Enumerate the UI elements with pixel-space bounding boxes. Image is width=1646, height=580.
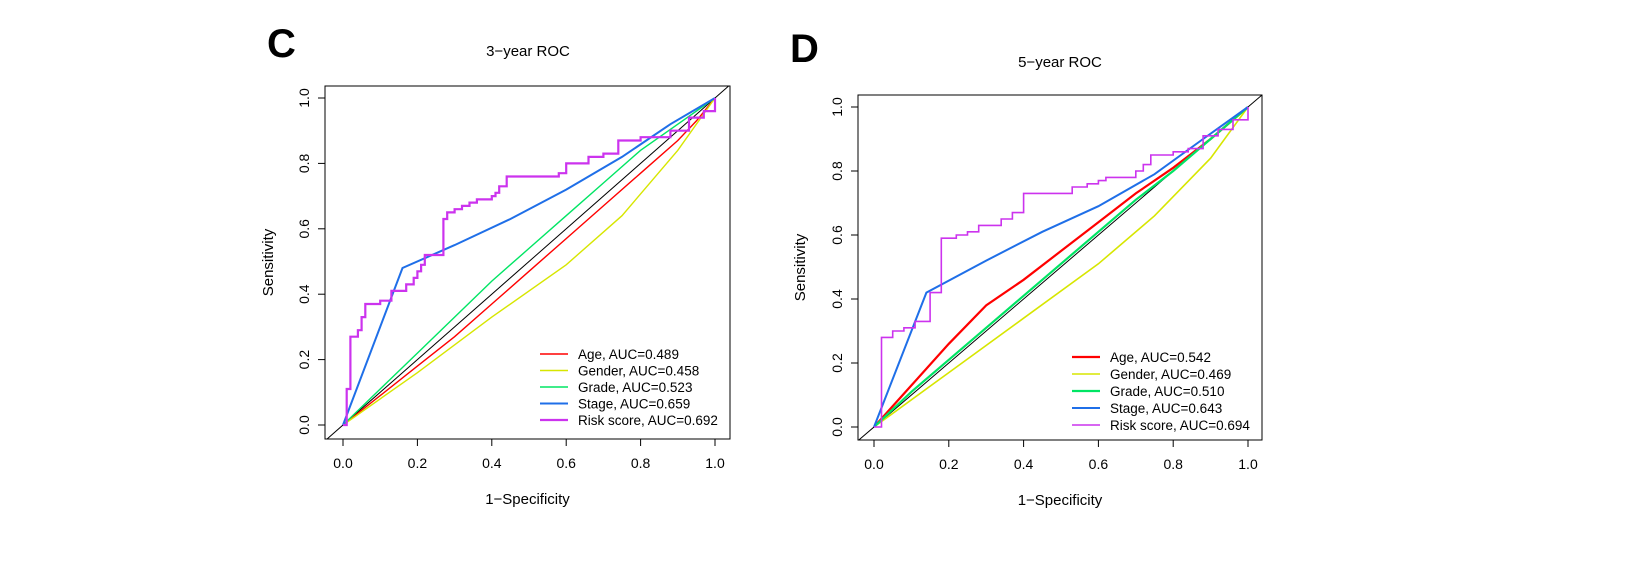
- x-tick-label: 0.4: [482, 455, 502, 471]
- x-tick-label: 1.0: [1238, 456, 1258, 472]
- y-tick-label: 1.0: [296, 88, 312, 108]
- diagonal-reference-line: [326, 86, 730, 439]
- legend-label-stage: Stage, AUC=0.659: [578, 397, 690, 412]
- legend-label-grade: Grade, AUC=0.523: [578, 380, 692, 395]
- chart-title: 5−year ROC: [1018, 54, 1102, 71]
- legend-label-gender: Gender, AUC=0.458: [578, 364, 699, 379]
- legend-label-age: Age, AUC=0.542: [1110, 350, 1211, 365]
- x-tick-label: 0.4: [1014, 456, 1034, 472]
- roc-panel-d: D 5−year ROC 0.0 0.2 0.4 0.6 0.8 1.0 0.0 0.2 0.4 0.…: [790, 27, 1263, 509]
- legend-label-stage: Stage, AUC=0.643: [1110, 401, 1222, 416]
- y-tick-label: 0.8: [829, 161, 845, 181]
- x-tick-label: 0.0: [864, 456, 884, 472]
- plot-frame: [857, 94, 1263, 441]
- legend-label-grade: Grade, AUC=0.510: [1110, 384, 1224, 399]
- x-tick-label: 0.2: [939, 456, 959, 472]
- series-line-risk-score: [874, 107, 1249, 428]
- y-tick-label: 0.8: [296, 153, 312, 173]
- y-tick-label: 0.6: [296, 219, 312, 239]
- legend-label-risk-score: Risk score, AUC=0.694: [1110, 418, 1250, 433]
- series-line-age: [873, 106, 1249, 428]
- y-tick-label: 0.2: [296, 350, 312, 370]
- series-line-risk-score: [343, 98, 717, 427]
- x-tick-label: 0.2: [408, 455, 428, 471]
- legend-label-age: Age, AUC=0.489: [578, 347, 679, 362]
- series-line-gender: [342, 97, 716, 426]
- y-tick-label: 0.0: [829, 417, 845, 437]
- y-tick-label: 0.4: [829, 289, 845, 309]
- plot-frame: [324, 85, 731, 440]
- y-tick-label: 0.2: [829, 353, 845, 373]
- y-axis-label: Sensitivity: [260, 228, 277, 296]
- series-line-gender: [873, 106, 1249, 428]
- legend-label-gender: Gender, AUC=0.469: [1110, 367, 1231, 382]
- x-tick-label: 0.8: [631, 455, 651, 471]
- x-tick-label: 0.8: [1163, 456, 1183, 472]
- x-tick-label: 0.0: [333, 455, 353, 471]
- x-tick-label: 1.0: [705, 455, 725, 471]
- chart-title: 3−year ROC: [486, 43, 570, 60]
- y-tick-label: 0.0: [296, 415, 312, 435]
- x-tick-label: 0.6: [556, 455, 576, 471]
- x-axis-label: 1−Specificity: [485, 491, 570, 508]
- series-line-stage: [342, 97, 716, 426]
- panel-letter: C: [267, 22, 296, 66]
- legend-label-risk-score: Risk score, AUC=0.692: [578, 413, 718, 428]
- y-tick-label: 0.6: [829, 225, 845, 245]
- y-axis-label: Sensitivity: [792, 233, 809, 301]
- x-axis-label: 1−Specificity: [1018, 492, 1103, 509]
- y-tick-label: 0.4: [296, 284, 312, 304]
- y-tick-label: 1.0: [829, 97, 845, 117]
- series-line-stage: [873, 106, 1249, 428]
- panel-letter: D: [790, 27, 819, 71]
- roc-panel-c: C 3−year ROC 0.0 0.2 0.4 0.6 0.8 1.0 0.0 0.2 0.4 0.…: [260, 22, 731, 508]
- series-line-grade: [342, 97, 716, 426]
- x-tick-label: 0.6: [1089, 456, 1109, 472]
- series-line-age: [342, 97, 716, 426]
- series-line-grade: [873, 106, 1249, 428]
